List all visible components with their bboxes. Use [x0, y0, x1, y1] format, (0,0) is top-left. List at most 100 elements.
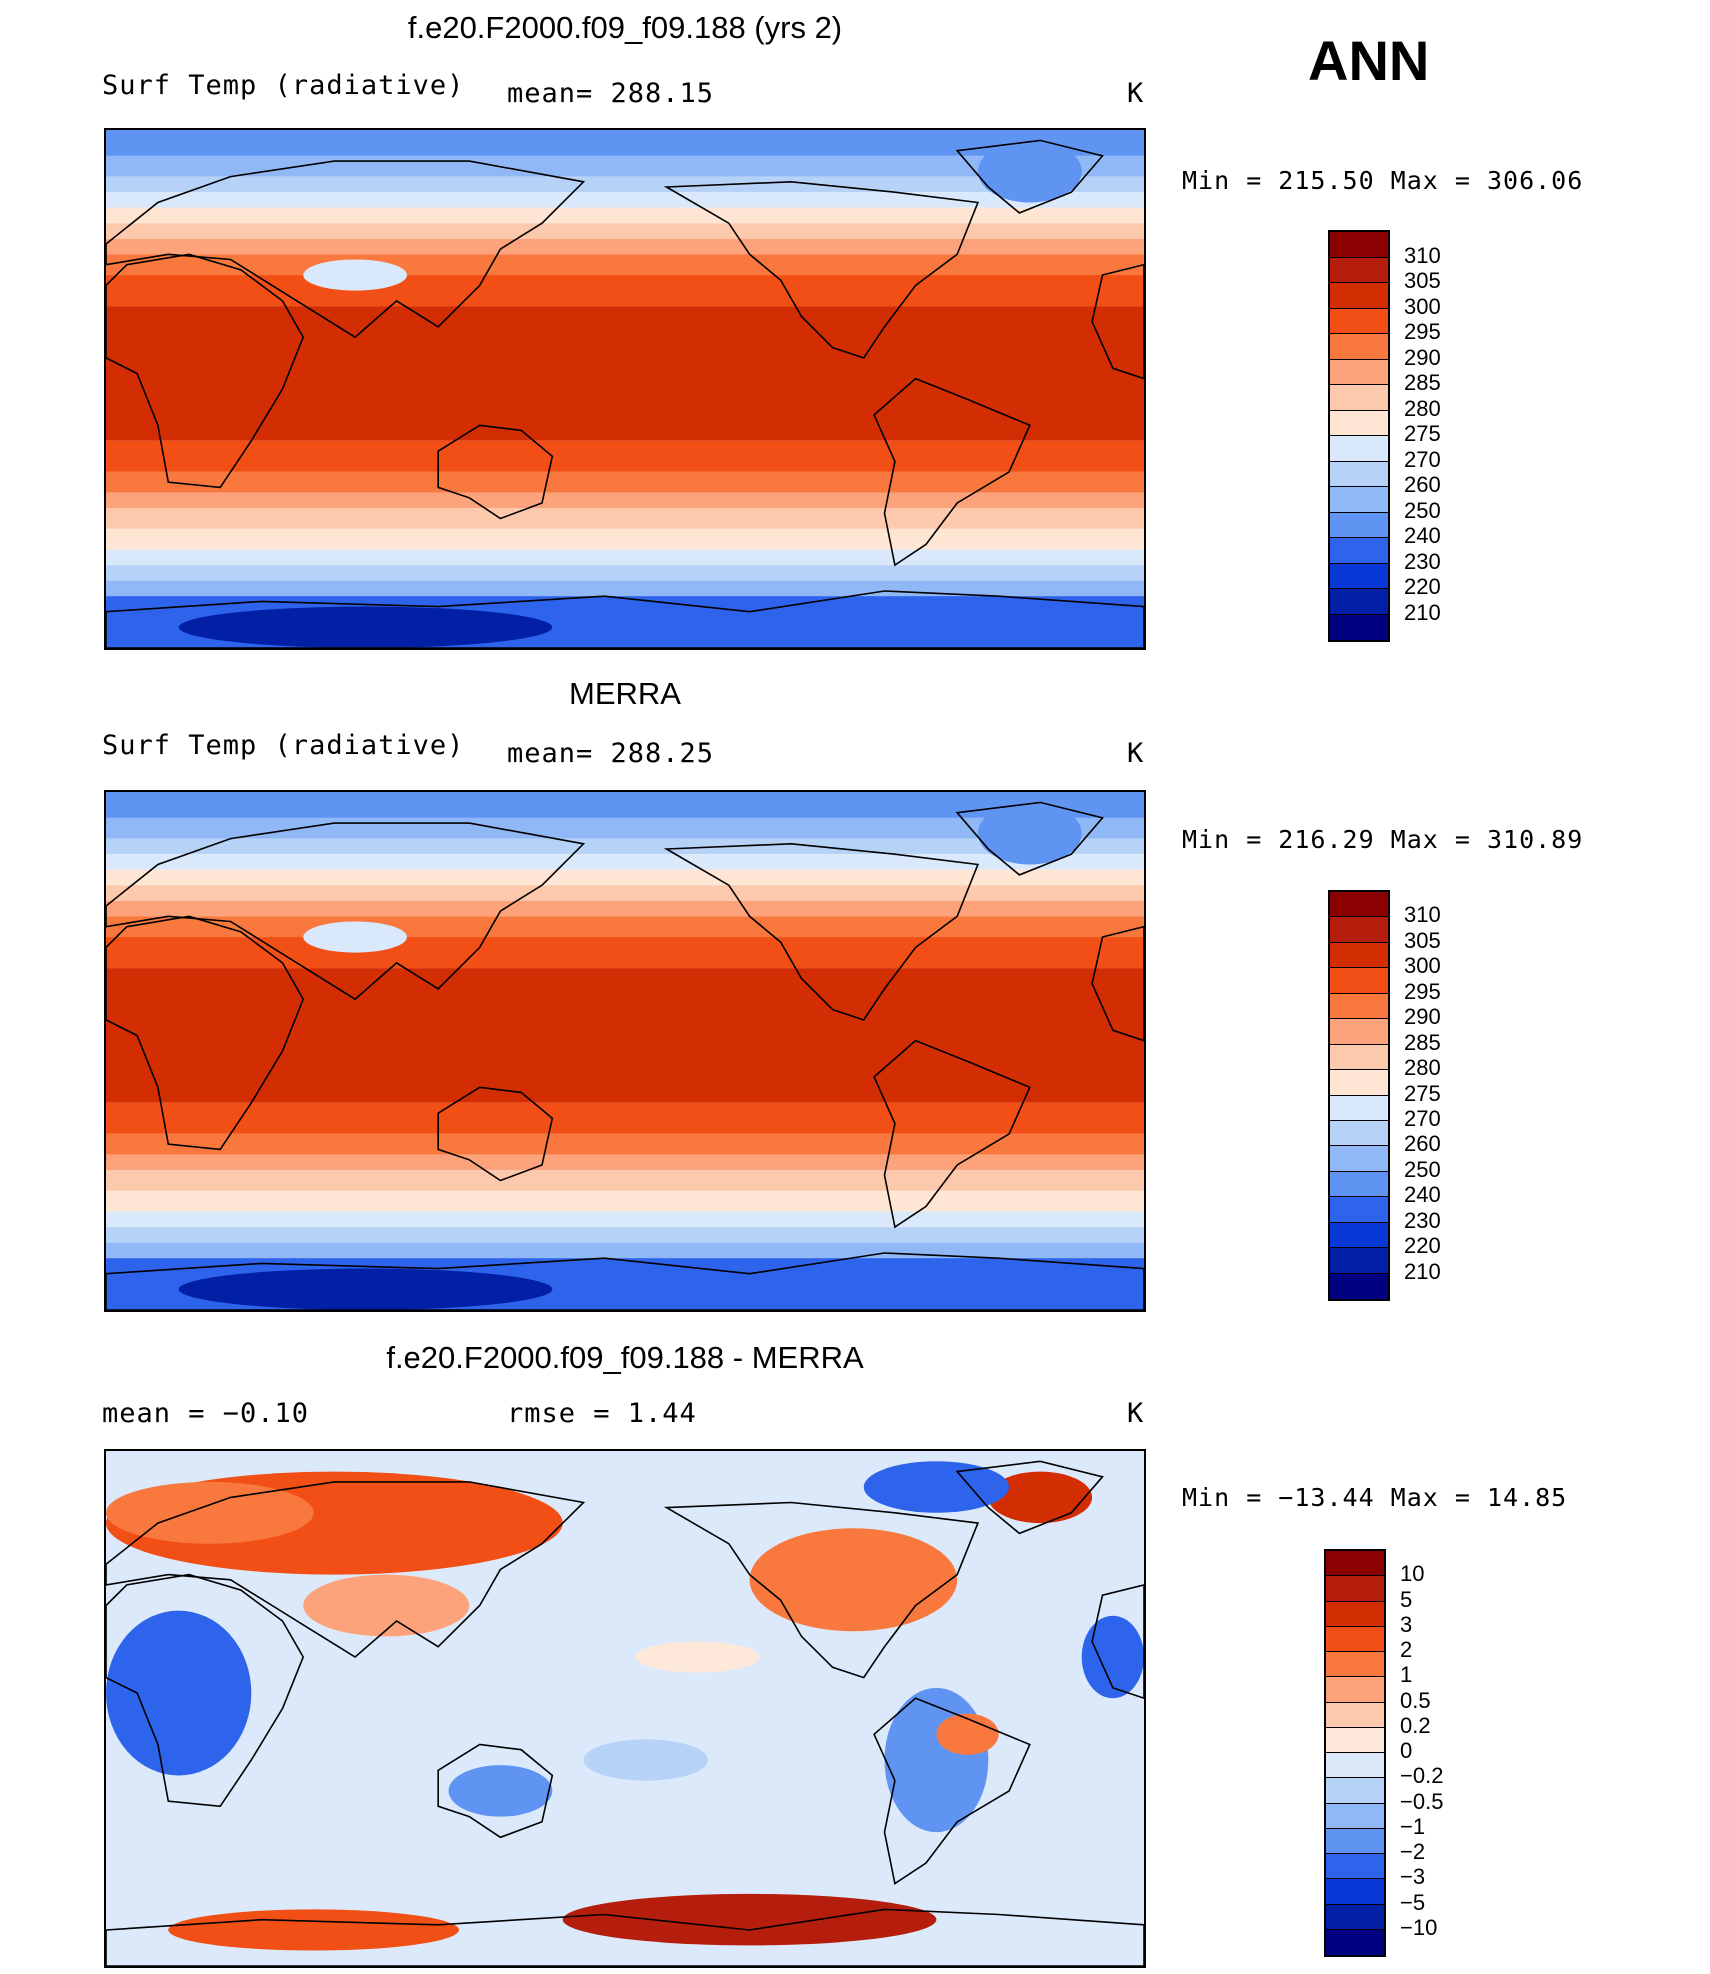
temperature-band [106, 565, 1144, 581]
temperature-band [106, 238, 1144, 255]
temperature-band [106, 854, 1144, 870]
panel-2-mean-label: mean= 288.25 [507, 738, 715, 769]
colorbar-segment [1330, 257, 1388, 283]
warm-pool [261, 337, 885, 421]
season-label: ANN [1308, 29, 1430, 92]
colorbar-segment [1330, 1273, 1388, 1299]
colorbar-segment [1326, 1879, 1384, 1905]
coastline [106, 160, 586, 339]
colorbar-tick-label: 295 [1404, 319, 1441, 344]
colorbar-segment [1330, 487, 1388, 513]
colorbar-tick-label: 275 [1404, 421, 1441, 446]
colorbar-tick-label: 310 [1404, 902, 1441, 928]
coastline [955, 139, 1104, 214]
colorbar-tick-label: 3 [1400, 1611, 1413, 1637]
colorbar-segment [1330, 1171, 1388, 1198]
temperature-band [106, 207, 1144, 224]
temperature-band [106, 1133, 1144, 1155]
diff-anomaly [106, 1481, 314, 1544]
diff-anomaly [168, 1909, 459, 1951]
diff-anomaly [583, 1739, 709, 1781]
colorbar-segment [1330, 968, 1388, 994]
colorbar-tick-label: −0.2 [1400, 1763, 1444, 1789]
colorbar-segment [1330, 589, 1388, 615]
colorbar-tick-label: 10 [1400, 1561, 1425, 1587]
map-canvas [106, 792, 1144, 1310]
colorbar-tick-label: 220 [1404, 574, 1441, 599]
colorbar-segment [1330, 410, 1388, 436]
colorbar-segment [1326, 1904, 1384, 1930]
diff-anomaly [749, 1528, 958, 1632]
temperature-band [106, 254, 1144, 276]
colorbar-segment [1330, 308, 1388, 334]
panel-2-units: K [1127, 738, 1145, 769]
colorbar-segment [1330, 1248, 1388, 1274]
coastline [106, 822, 586, 1001]
colorbar-segment [1326, 1576, 1384, 1602]
panel-3-units: K [1127, 1398, 1145, 1429]
coastline [873, 1039, 1031, 1229]
colorbar-tick-label: 305 [1404, 927, 1441, 953]
colorbar-segment [1326, 1828, 1384, 1854]
colorbar-segment [1330, 436, 1388, 462]
diff-anomaly [936, 1713, 999, 1755]
map-canvas [106, 130, 1144, 648]
colorbar-tick-label: 0 [1400, 1738, 1413, 1763]
colorbar-segment [1330, 1222, 1388, 1249]
coastline [955, 1460, 1104, 1535]
coastline [873, 1697, 1031, 1885]
colorbar-tick-label: −3 [1400, 1864, 1426, 1890]
coastline [663, 842, 980, 1021]
colorbar-segment [1330, 512, 1388, 538]
colorbar-tick-label: 295 [1404, 978, 1441, 1004]
temperature-band [106, 508, 1144, 529]
panel-1-units: K [1127, 78, 1145, 109]
colorbar-segment [1326, 1753, 1384, 1779]
colorbar-tick-label: 0.2 [1400, 1712, 1431, 1738]
diff-anomaly [106, 1610, 252, 1776]
coastline [106, 1573, 305, 1808]
colorbar-segment [1330, 1120, 1388, 1147]
colorbar-tick-label: 240 [1404, 1182, 1441, 1208]
colorbar-segment [1326, 1551, 1384, 1577]
coastline [663, 1501, 980, 1679]
colorbar-segment [1326, 1652, 1384, 1678]
colorbar-segment [1330, 1019, 1388, 1045]
temperature-band [106, 1154, 1144, 1171]
temperature-band [106, 916, 1144, 938]
colorbar-segment [1330, 563, 1388, 589]
coastline [437, 1086, 554, 1182]
colorbar-segment [1330, 334, 1388, 360]
colorbar-tick-label: 5 [1400, 1586, 1413, 1612]
temperature-band [106, 223, 1144, 239]
panel-1-minmax: Min = 215.50 Max = 306.06 [1182, 166, 1584, 195]
colorbar-segment [1330, 385, 1388, 411]
temperature-band [106, 900, 1144, 917]
diff-anomaly [448, 1765, 553, 1817]
colorbar-segment [1326, 1677, 1384, 1703]
colorbar-tick-label: 260 [1404, 472, 1441, 497]
colorbar-tick-label: 290 [1404, 1004, 1441, 1030]
colorbar-tick-label: 250 [1404, 497, 1441, 523]
temperature-band [106, 838, 1144, 855]
panel-3-minmax: Min = −13.44 Max = 14.85 [1182, 1483, 1568, 1512]
colorbar-tick-label: 1 [1400, 1662, 1413, 1688]
colorbar-segment [1326, 1601, 1384, 1627]
diff-anomaly [303, 1574, 470, 1637]
colorbar-segment [1330, 283, 1388, 309]
panel-1-title: f.e20.F2000.f09_f09.188 (yrs 2) [407, 10, 843, 45]
diff-anomaly [562, 1893, 937, 1946]
diff-anomaly [863, 1461, 1010, 1513]
colorbar-tick-label: 2 [1400, 1637, 1413, 1662]
colorbar-segment [1330, 993, 1388, 1020]
coastline [1091, 1584, 1144, 1700]
coastline [437, 424, 554, 520]
colorbar-tick-label: 210 [1404, 1258, 1441, 1284]
coastline [873, 377, 1031, 567]
colorbar-tick-label: 285 [1404, 370, 1441, 395]
greenland-cold [977, 802, 1082, 865]
tibet-cold-spot [303, 259, 408, 291]
colorbar-tick-label: −1 [1400, 1813, 1426, 1839]
coastline [106, 1481, 586, 1658]
coastline [106, 1908, 1144, 1966]
